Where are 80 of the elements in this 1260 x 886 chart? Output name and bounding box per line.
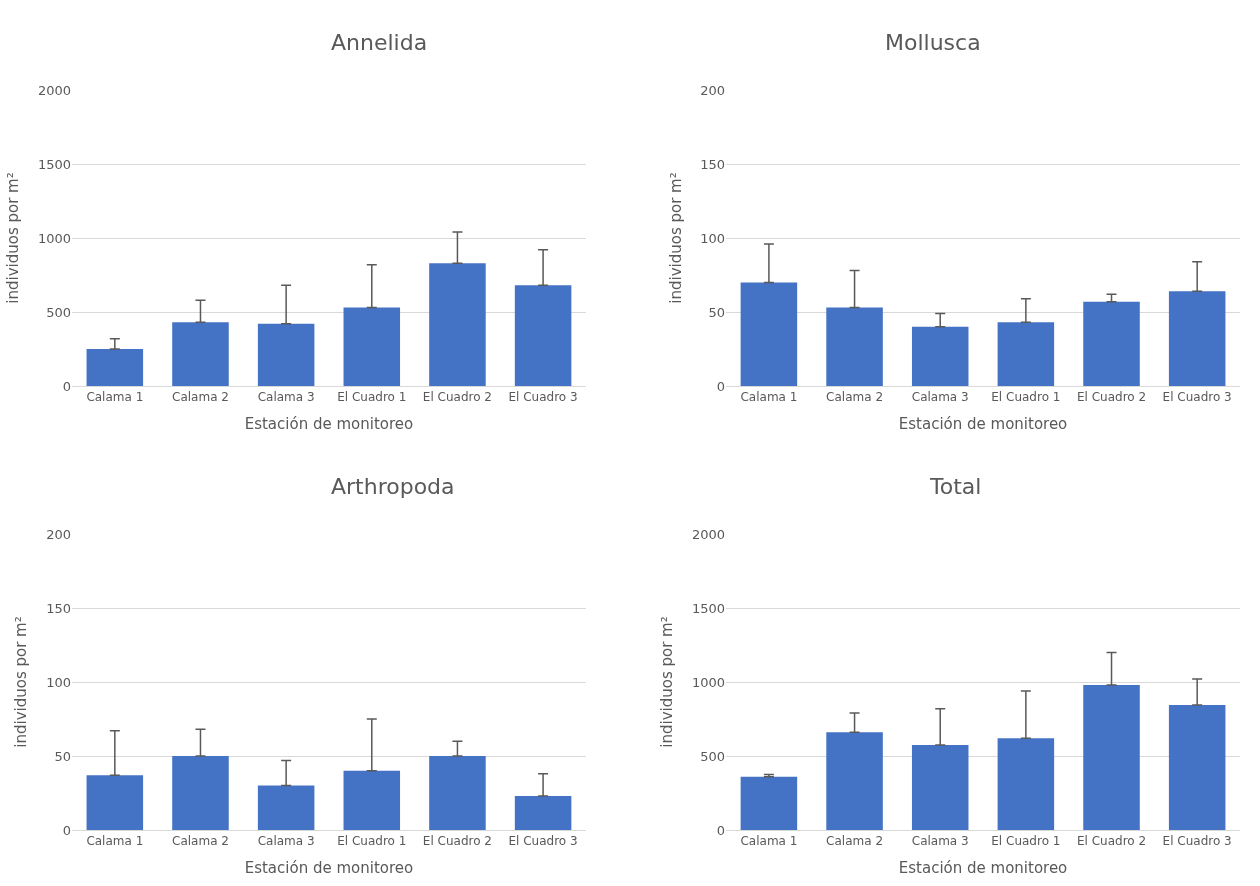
bar [740, 282, 798, 386]
y-tick-label: 50 [54, 748, 71, 764]
bar [343, 307, 401, 386]
y-tick-label: 500 [700, 748, 726, 764]
y-tick-label: 0 [716, 378, 726, 394]
bar [343, 770, 401, 830]
x-tick-label: El Cuadro 1 [991, 834, 1061, 849]
y-tick-label: 500 [46, 304, 71, 320]
x-tick-label: Calama 3 [257, 390, 315, 405]
bar [172, 756, 229, 830]
bar [826, 732, 883, 830]
y-tick-label: 1000 [691, 674, 726, 690]
x-tick-label: El Cuadro 1 [337, 834, 407, 849]
x-tick-label: El Cuadro 1 [337, 390, 407, 405]
y-tick-label: 150 [700, 156, 726, 172]
x-tick-label: El Cuadro 2 [1076, 390, 1147, 405]
x-axis-title: Estación de monitoreo [244, 859, 414, 878]
y-tick-label: 100 [700, 230, 726, 246]
x-tick-label: Calama 2 [826, 390, 884, 405]
y-tick-label: 0 [716, 822, 726, 838]
bar [1168, 704, 1226, 830]
y-tick-label: 2000 [37, 82, 71, 98]
y-axis-title: individuos por m² [658, 616, 677, 748]
x-tick-label: Calama 2 [172, 834, 229, 849]
chart-title: Arthropoda [331, 474, 455, 499]
x-tick-label: Calama 3 [911, 390, 969, 405]
bar [257, 785, 315, 830]
x-tick-label: Calama 3 [911, 834, 969, 849]
y-tick-label: 1500 [37, 156, 71, 172]
bar [1168, 291, 1226, 386]
x-axis-title: Estación de monitoreo [898, 859, 1068, 878]
x-tick-label: Calama 2 [826, 834, 884, 849]
x-tick-label: Calama 1 [740, 834, 798, 849]
chart-title: Annelida [331, 30, 428, 55]
x-tick-label: El Cuadro 1 [991, 390, 1061, 405]
x-tick-label: El Cuadro 3 [508, 390, 578, 405]
y-tick-label: 50 [708, 304, 726, 320]
chart-title: Mollusca [885, 30, 981, 55]
bar [429, 756, 486, 830]
x-axis-title: Estación de monitoreo [898, 415, 1068, 434]
y-tick-label: 200 [700, 82, 726, 98]
y-tick-label: 1500 [691, 600, 726, 616]
bar [911, 744, 969, 830]
x-tick-label: Calama 1 [86, 390, 144, 405]
x-tick-label: Calama 3 [257, 834, 315, 849]
y-tick-label: 0 [62, 378, 71, 394]
x-tick-label: El Cuadro 2 [1076, 834, 1147, 849]
bar [172, 322, 229, 386]
x-tick-label: El Cuadro 2 [422, 834, 493, 849]
y-axis-title: individuos por m² [12, 616, 31, 748]
x-tick-label: El Cuadro 3 [1162, 834, 1232, 849]
bar [997, 322, 1055, 386]
y-tick-label: 2000 [691, 526, 726, 542]
bar [86, 775, 144, 830]
bar [997, 738, 1055, 830]
y-tick-label: 0 [62, 822, 71, 838]
y-axis-title: individuos por m² [666, 172, 685, 304]
bar [1083, 684, 1140, 830]
bar [740, 776, 798, 830]
x-tick-label: El Cuadro 2 [422, 390, 493, 405]
x-tick-label: Calama 1 [740, 390, 798, 405]
bar [429, 263, 486, 386]
y-tick-label: 150 [46, 600, 71, 616]
bar [1083, 301, 1140, 386]
bar [911, 326, 969, 386]
x-tick-label: Calama 2 [172, 390, 229, 405]
x-tick-label: El Cuadro 3 [508, 834, 578, 849]
x-axis-title: Estación de monitoreo [244, 415, 414, 434]
y-tick-label: 200 [46, 526, 71, 542]
bar [514, 285, 572, 386]
bar [826, 307, 883, 386]
x-tick-label: Calama 1 [86, 834, 144, 849]
chart-title: Total [929, 474, 982, 499]
bar [86, 349, 144, 386]
bar [257, 323, 315, 386]
y-tick-label: 100 [46, 674, 71, 690]
y-tick-label: 1000 [37, 230, 71, 246]
y-axis-title: individuos por m² [4, 172, 23, 304]
x-tick-label: El Cuadro 3 [1162, 390, 1232, 405]
bar [514, 795, 572, 830]
